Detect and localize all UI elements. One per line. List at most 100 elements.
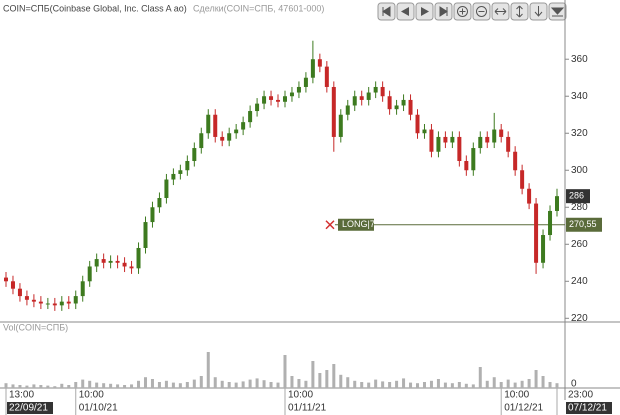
volume-bar [143, 377, 147, 388]
candle-body [548, 210, 553, 236]
volume-bar [53, 386, 57, 388]
volume-bar [11, 384, 15, 388]
zoom-out-button[interactable] [472, 2, 491, 21]
volume-bar [450, 383, 454, 388]
candle-body [213, 114, 218, 137]
candle-body [289, 92, 294, 97]
volume-bar [269, 382, 273, 388]
candle-body [331, 86, 336, 137]
volume-title: Vol(COIN=СПБ) [3, 322, 68, 332]
candle-body [464, 161, 469, 171]
volume-bar [318, 373, 322, 388]
last-price-label: 286 [569, 191, 584, 201]
candle-body [24, 296, 29, 300]
candle-body [31, 299, 36, 302]
volume-bar [95, 382, 99, 388]
volume-bar [478, 367, 482, 388]
fit-horizontal-button[interactable] [491, 2, 510, 21]
candle-body [534, 203, 539, 263]
scroll-bottom-button[interactable] [548, 2, 567, 21]
volume-bar [213, 377, 217, 388]
candle-body [38, 301, 43, 304]
x-tick-label: 10:00 [504, 390, 529, 401]
candle-body [45, 303, 50, 305]
volume-bar [25, 385, 29, 388]
volume-bar [402, 378, 406, 388]
scroll-down-button[interactable] [529, 2, 548, 21]
x-date-label: 01/10/21 [79, 403, 118, 414]
volume-bar [60, 383, 64, 388]
volume-bar [436, 379, 440, 388]
y-tick-label: 260 [571, 239, 588, 250]
x-tick-label: 10:00 [288, 390, 313, 401]
candle-body [129, 266, 134, 269]
scroll-start-button[interactable] [377, 2, 396, 21]
order-tag [338, 218, 374, 231]
candle-body [192, 148, 197, 161]
x-date-label: 01/12/21 [504, 403, 543, 414]
volume-bar [457, 382, 461, 388]
volume-bar [123, 385, 127, 388]
x-date-label: 07/12/21 [568, 403, 607, 414]
scroll-end-button[interactable] [434, 2, 453, 21]
y-tick-label: 360 [571, 54, 588, 65]
order-price-label: 270,55 [569, 219, 597, 229]
volume-bar [374, 379, 378, 388]
volume-bar [332, 364, 336, 388]
candle-body [178, 170, 183, 174]
volume-bar [311, 361, 315, 388]
volume-bar [81, 379, 85, 388]
candle-body [80, 281, 85, 297]
candle-body [541, 235, 546, 263]
candle-body [66, 301, 71, 304]
candle-body [506, 136, 511, 152]
chart-subtitle: Сделки(COIN=СПБ, 47601-000) [193, 3, 324, 13]
candle-body [269, 96, 274, 100]
candle-body [206, 114, 211, 134]
candle-body [157, 198, 162, 208]
candle-body [171, 173, 176, 180]
candle-body [513, 151, 518, 171]
volume-bar [429, 380, 433, 388]
candle-body [443, 136, 448, 143]
volume-bar [527, 379, 531, 388]
volume-bar [199, 376, 203, 388]
candle-body [255, 103, 260, 112]
volume-bar [297, 379, 301, 388]
volume-bar [555, 383, 559, 388]
volume-bar [283, 355, 287, 388]
candle-body [10, 281, 15, 289]
scroll-right-button[interactable] [415, 2, 434, 21]
x-tick-label: 10:00 [79, 390, 104, 401]
candle-body [220, 136, 225, 141]
candle-body [87, 266, 92, 282]
y-tick-label: 240 [571, 276, 588, 287]
candle-body [352, 96, 357, 106]
volume-bar [248, 379, 252, 388]
y-tick-label: 320 [571, 128, 588, 139]
candle-body [457, 136, 462, 161]
volume-bar [206, 352, 210, 388]
volume-bar [39, 385, 43, 388]
candle-body [415, 114, 420, 134]
volume-bar [255, 378, 259, 388]
candle-body [317, 59, 322, 67]
scroll-left-button[interactable] [396, 2, 415, 21]
volume-bar [4, 383, 8, 388]
x-tick-label: 23:00 [568, 390, 593, 401]
volume-bar [506, 379, 510, 388]
fit-vertical-button[interactable] [510, 2, 529, 21]
candle-body [345, 105, 350, 115]
volume-bar [471, 384, 475, 388]
volume-bar [130, 384, 134, 388]
candle-body [164, 179, 169, 199]
candle-body [429, 129, 434, 152]
y-tick-label: 340 [571, 91, 588, 102]
zoom-in-button[interactable] [453, 2, 472, 21]
candle-body [262, 96, 267, 104]
volume-bar [46, 385, 50, 388]
volume-bar [367, 382, 371, 388]
volume-bar [388, 382, 392, 388]
volume-bar [534, 370, 538, 388]
